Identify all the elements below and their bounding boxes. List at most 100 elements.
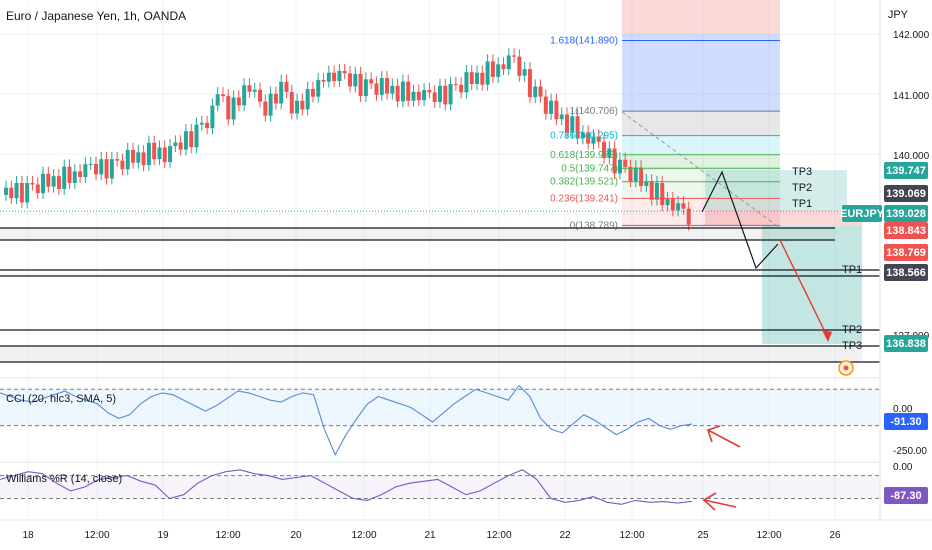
candle-body <box>586 132 591 144</box>
price-tag-label: 138.566 <box>886 267 926 279</box>
candle-body <box>4 187 8 195</box>
time-tick: 12:00 <box>351 530 376 541</box>
candle-body <box>35 184 40 194</box>
time-axis: 18 12:00 19 12:00 20 12:00 21 12:00 22 12:00 25 12:… <box>0 519 932 541</box>
candle-body <box>385 78 390 94</box>
candle-body <box>475 72 480 85</box>
candle-body <box>326 72 331 82</box>
time-tick: 12:00 <box>756 530 781 541</box>
candle-body <box>30 183 35 185</box>
candle-body <box>9 187 14 199</box>
candle-body <box>501 64 506 70</box>
indicator-band <box>0 389 880 426</box>
candle-body <box>480 72 485 85</box>
candle-body <box>670 199 675 211</box>
price-tag-box <box>884 162 928 179</box>
cci-label: CCI (20, hlc3, SMA, 5) <box>6 393 117 405</box>
fib-label: 0(138.789) <box>570 220 618 231</box>
candle-body <box>62 166 67 189</box>
candle-body <box>157 147 162 160</box>
target-label-upper: TP1 <box>792 198 812 210</box>
candle-body <box>570 116 575 133</box>
wr-value-label: -87.30 <box>890 490 921 502</box>
price-tag-box <box>884 185 928 202</box>
cci-tick: 0.00 <box>893 404 913 415</box>
candle-body <box>353 73 358 87</box>
price-tag-label: 138.769 <box>886 247 926 259</box>
candle-body <box>210 105 215 129</box>
candle-body <box>289 91 294 114</box>
price-tick: 142.000 <box>893 30 930 41</box>
candle-body <box>654 183 659 200</box>
candle-body <box>527 69 532 98</box>
candle-body <box>284 81 289 92</box>
indicator-band <box>0 475 880 499</box>
symbol-tag-label: EURJPY <box>840 208 885 220</box>
wr-line <box>0 469 693 505</box>
candle-body <box>517 56 522 76</box>
candle-body <box>242 85 247 106</box>
candle-body <box>660 183 665 206</box>
price-tag-box <box>884 335 928 352</box>
candle-body <box>220 94 225 97</box>
candle-body <box>258 89 263 102</box>
candle-body <box>427 90 432 93</box>
fib-label: 0.236(139.241) <box>550 193 618 204</box>
candle-body <box>681 203 686 209</box>
candle-body <box>178 142 183 150</box>
candle-body <box>263 101 268 116</box>
fib-extension-zone <box>622 34 780 112</box>
fib-zone <box>622 136 780 156</box>
target-zone-upper <box>705 170 847 210</box>
candle-body <box>443 85 448 105</box>
time-tick: 18 <box>22 530 34 541</box>
candle-body <box>490 61 495 77</box>
cci-value-label: -91.30 <box>890 416 921 428</box>
fib-label: 1.618(141.890) <box>550 36 618 47</box>
candle-body <box>559 114 564 120</box>
risk-zone <box>705 210 862 226</box>
price-tag-box <box>884 205 928 222</box>
support-zone <box>0 346 862 362</box>
candle-body <box>538 86 543 97</box>
candle-body <box>411 91 416 101</box>
candle-body <box>496 64 501 77</box>
candle-body <box>337 70 342 82</box>
wr-value-box <box>884 487 928 504</box>
candle-body <box>310 88 315 97</box>
candle-body <box>374 83 379 95</box>
candle-body <box>236 97 241 106</box>
candle-body <box>628 166 633 182</box>
candle-body <box>316 80 321 97</box>
candle-body <box>268 93 273 116</box>
fib-zone <box>622 112 780 136</box>
fib-trend-line <box>621 111 781 229</box>
candle-body <box>99 159 104 175</box>
target-label-upper: TP2 <box>792 182 812 194</box>
currency-label: JPY <box>887 9 908 21</box>
candle-body <box>612 148 617 174</box>
candle-body <box>136 152 141 163</box>
candle-body <box>422 90 427 101</box>
candle-body <box>512 55 517 57</box>
hint-arrow <box>701 492 737 511</box>
price-tag-label: 139.028 <box>886 208 926 220</box>
williams-r-label: Williams %R (14, close) <box>6 473 123 485</box>
candle-body <box>485 61 490 85</box>
candle-body <box>46 173 51 187</box>
candle-series <box>0 48 880 231</box>
candle-body <box>549 100 554 114</box>
candle-body <box>67 166 72 183</box>
candle-body <box>332 72 337 82</box>
candle-body <box>199 122 204 125</box>
candle-body <box>596 136 601 142</box>
price-tag-label: 136.838 <box>886 338 926 350</box>
price-tag-label: 138.843 <box>886 225 926 237</box>
event-marker-dot <box>843 365 849 371</box>
candle-body <box>83 164 88 178</box>
target-arrowhead <box>822 330 832 342</box>
target-zone-lower <box>762 226 862 344</box>
time-tick: 12:00 <box>619 530 644 541</box>
candle-body <box>665 199 670 206</box>
